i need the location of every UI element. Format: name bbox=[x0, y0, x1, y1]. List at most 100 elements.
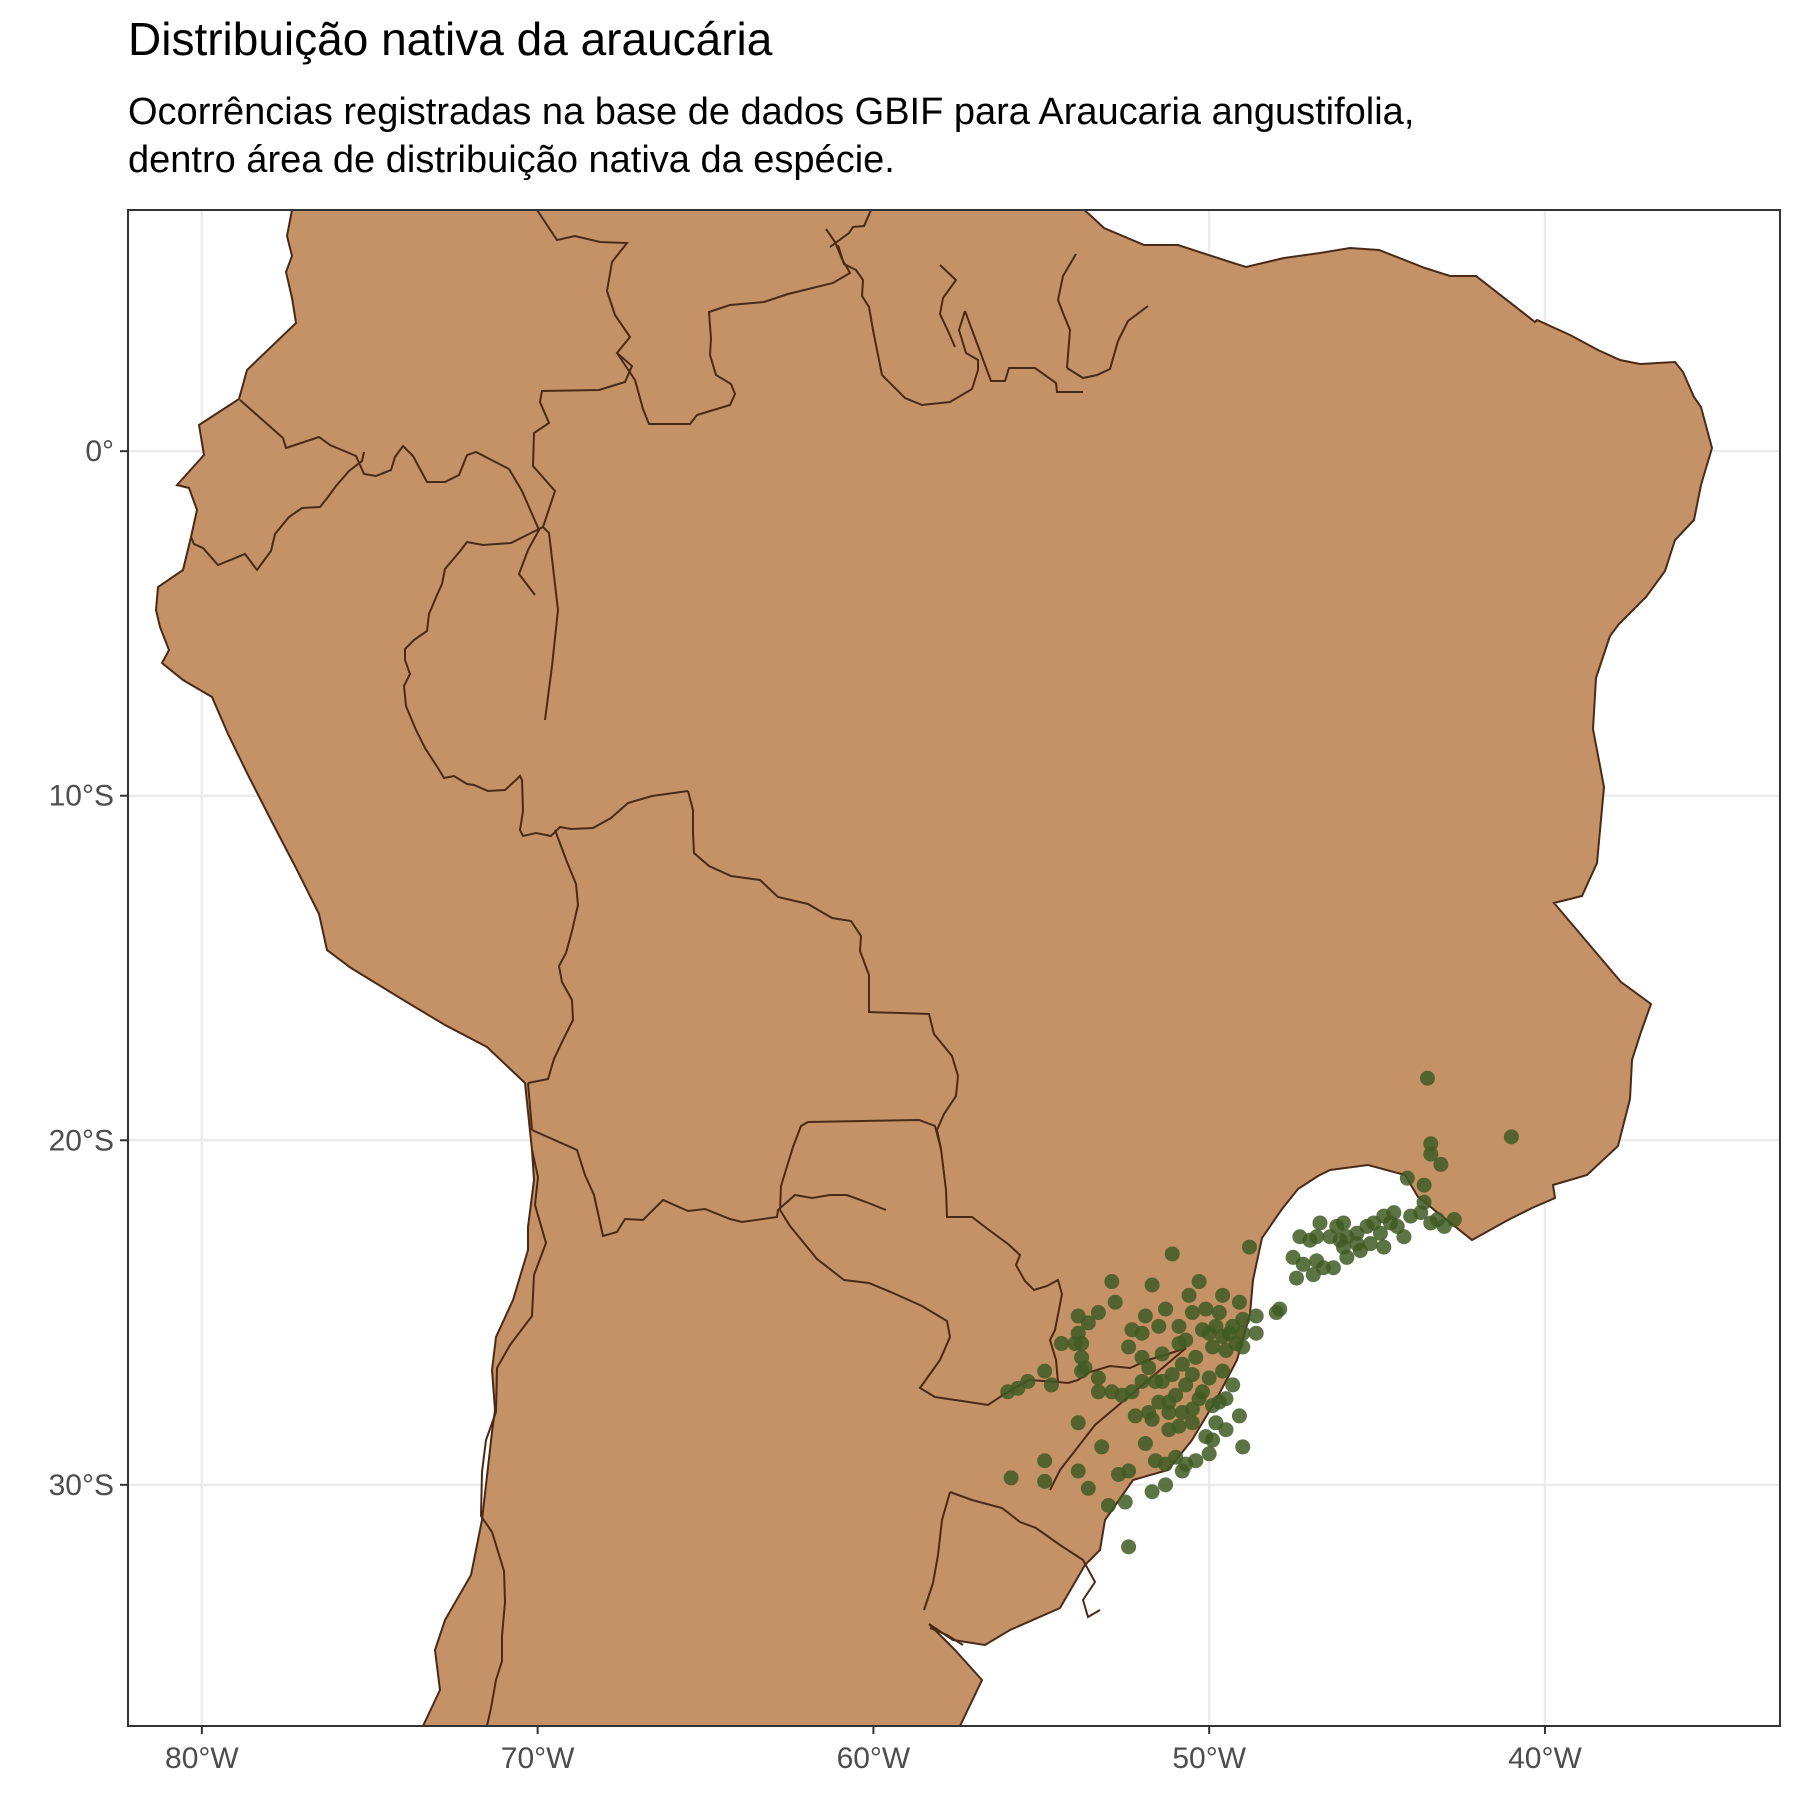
occurrence-point bbox=[1218, 1342, 1234, 1358]
occurrence-point bbox=[1171, 1318, 1187, 1334]
occurrence-point bbox=[1272, 1301, 1288, 1317]
border-bolivia-brazil bbox=[687, 790, 960, 1150]
border-peru-chile bbox=[527, 1082, 533, 1131]
occurrence-point bbox=[1241, 1239, 1257, 1255]
map-title: Distribuição nativa da araucária bbox=[128, 13, 773, 65]
occurrence-point bbox=[1104, 1274, 1120, 1290]
occurrence-point bbox=[1037, 1363, 1053, 1379]
occurrence-point bbox=[1312, 1215, 1328, 1231]
occurrence-point bbox=[1144, 1277, 1160, 1293]
border-chile-coast-lake bbox=[929, 1627, 964, 1646]
occurrence-point bbox=[1107, 1294, 1123, 1310]
border-guyana-venezuela bbox=[829, 210, 872, 248]
occurrence-point bbox=[1100, 1497, 1116, 1513]
occurrence-point bbox=[1191, 1274, 1207, 1290]
occurrence-point bbox=[1235, 1339, 1251, 1355]
occurrence-point bbox=[1184, 1415, 1200, 1431]
occurrence-point bbox=[1094, 1439, 1110, 1455]
border-colombia-venezuela-brazil bbox=[531, 210, 634, 721]
x-axis: 80°W 70°W 60°W 50°W 40°W bbox=[165, 1726, 1582, 1775]
border-peru-bolivia bbox=[527, 829, 580, 1084]
border-bolivia-chile-argentina bbox=[531, 1129, 887, 1238]
occurrence-point bbox=[1070, 1415, 1086, 1431]
occurrence-point bbox=[1335, 1239, 1351, 1255]
x-tick-label: 80°W bbox=[165, 1742, 239, 1775]
occurrence-point bbox=[1423, 1146, 1439, 1162]
occurrence-point bbox=[1070, 1308, 1086, 1324]
border-colombia-ecuador-peru bbox=[239, 399, 541, 596]
occurrence-point bbox=[1158, 1477, 1174, 1493]
occurrence-point bbox=[1161, 1394, 1177, 1410]
x-tick-label: 60°W bbox=[837, 1742, 911, 1775]
occurrence-point bbox=[1419, 1070, 1435, 1086]
occurrence-point bbox=[1423, 1136, 1439, 1152]
country-borders bbox=[190, 210, 1187, 1726]
occurrence-point bbox=[1154, 1346, 1170, 1362]
occurrence-point bbox=[1090, 1384, 1106, 1400]
x-tick-label: 70°W bbox=[501, 1742, 575, 1775]
occurrence-point bbox=[1399, 1170, 1415, 1186]
occurrence-point bbox=[1215, 1363, 1231, 1379]
occurrence-point bbox=[1137, 1435, 1153, 1451]
occurrence-point bbox=[1074, 1363, 1090, 1379]
occurrence-point bbox=[1215, 1287, 1231, 1303]
occurrence-point bbox=[1000, 1384, 1016, 1400]
occurrence-point bbox=[1181, 1287, 1197, 1303]
occurrence-point bbox=[1225, 1377, 1241, 1393]
border-suriname-brazil bbox=[964, 310, 1083, 393]
occurrence-point bbox=[1151, 1318, 1167, 1334]
occurrence-point bbox=[1201, 1370, 1217, 1386]
occurrence-point bbox=[1134, 1373, 1150, 1389]
occurrence-point bbox=[1235, 1439, 1251, 1455]
occurrence-point bbox=[1124, 1322, 1140, 1338]
occurrence-point bbox=[1292, 1229, 1308, 1245]
occurrence-point bbox=[1141, 1404, 1157, 1420]
border-suriname-french-guiana bbox=[1056, 253, 1077, 369]
occurrence-point bbox=[1141, 1360, 1157, 1376]
occurrence-point bbox=[1147, 1453, 1163, 1469]
occurrence-point bbox=[1235, 1325, 1251, 1341]
occurrence-point bbox=[1090, 1305, 1106, 1321]
y-tick-label: 0° bbox=[85, 435, 114, 468]
occurrence-point bbox=[1090, 1370, 1106, 1386]
subtitle-line-2: dentro área de distribuição nativa da es… bbox=[128, 139, 895, 181]
occurrence-point bbox=[1211, 1305, 1227, 1321]
occurrence-point bbox=[1154, 1373, 1170, 1389]
occurrence-point bbox=[1396, 1229, 1412, 1245]
y-tick-label: 20°S bbox=[49, 1124, 114, 1157]
occurrence-point bbox=[1433, 1156, 1449, 1172]
occurrence-point bbox=[1188, 1349, 1204, 1365]
occurrence-point bbox=[1198, 1301, 1214, 1317]
occurrence-point bbox=[1416, 1177, 1432, 1193]
occurrence-point bbox=[1248, 1325, 1264, 1341]
border-venezuela-brazil bbox=[616, 228, 852, 425]
occurrence-point bbox=[1127, 1408, 1143, 1424]
occurrence-point bbox=[1161, 1404, 1177, 1420]
occurrence-point bbox=[1201, 1325, 1217, 1341]
border-french-guiana-brazil bbox=[1066, 305, 1149, 380]
border-guyana-suriname bbox=[938, 264, 958, 348]
occurrence-point bbox=[1205, 1432, 1221, 1448]
occurrence-point bbox=[1158, 1301, 1174, 1317]
occurrence-point bbox=[1174, 1356, 1190, 1372]
border-uruguay-brazil bbox=[949, 1491, 1101, 1619]
panel-border bbox=[127, 209, 1781, 1727]
occurrence-point bbox=[1211, 1394, 1227, 1410]
occurrence-point bbox=[1248, 1308, 1264, 1324]
occurrence-point bbox=[1218, 1422, 1234, 1438]
x-tick-label: 50°W bbox=[1172, 1742, 1246, 1775]
occurrence-point bbox=[1403, 1208, 1419, 1224]
occurrence-point bbox=[1205, 1339, 1221, 1355]
occurrence-point bbox=[1349, 1236, 1365, 1252]
occurrence-point bbox=[1121, 1539, 1137, 1555]
south-america-landmass bbox=[154, 210, 1714, 1726]
border-guyana-brazil bbox=[837, 244, 979, 407]
occurrence-point bbox=[1174, 1404, 1190, 1420]
occurrence-point bbox=[1043, 1377, 1059, 1393]
land-layer bbox=[154, 210, 1714, 1726]
occurrence-point bbox=[1231, 1294, 1247, 1310]
occurrence-point bbox=[1053, 1336, 1069, 1352]
occurrence-point bbox=[1372, 1225, 1388, 1241]
occurrence-point bbox=[1503, 1129, 1519, 1145]
occurrence-point bbox=[1104, 1384, 1120, 1400]
